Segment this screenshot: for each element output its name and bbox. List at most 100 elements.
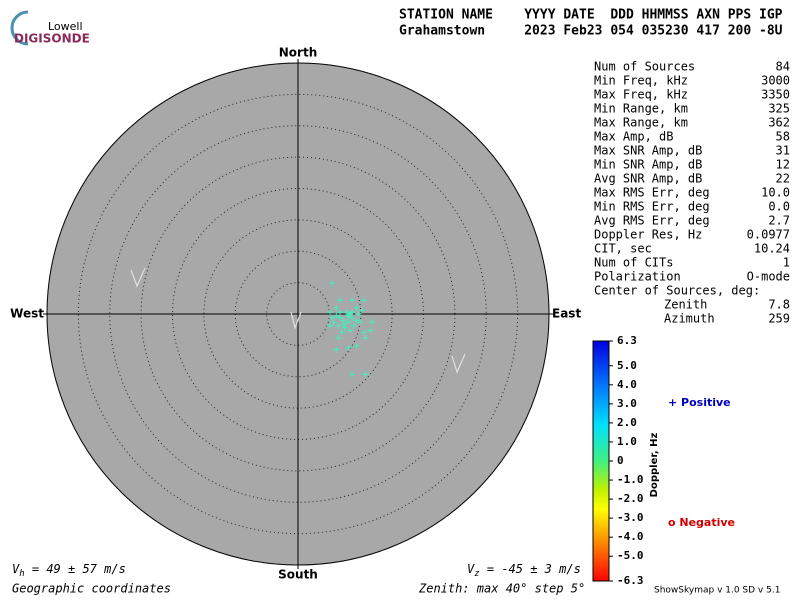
source-point [367,327,374,334]
center-value: 7.8 [768,298,790,312]
stat-label: Max RMS Err, deg [594,186,710,200]
colorbar-tick-label: 3.0 [617,397,637,410]
source-point [333,312,340,319]
vh-label: Vh = 49 ± 57 m/s [12,562,126,579]
stat-label: CIT, sec [594,242,652,256]
source-point [362,334,369,341]
logo-arc [10,10,29,46]
colorbar-tick-label: -6.3 [617,574,644,587]
source-point [348,297,355,304]
stat-value: 0.0977 [747,228,790,242]
stat-label: Max Freq, kHz [594,88,688,102]
v-marker [130,267,146,288]
colorbar-tick-label: 6.3 [617,334,637,347]
direction-label: West [10,307,44,321]
stat-label: Doppler Res, Hz [594,228,702,242]
stat-value: 1 [783,256,790,270]
vz-label: Vz = -45 ± 3 m/s [467,562,581,579]
source-point [345,319,352,326]
source-point [357,319,364,326]
source-point [360,297,367,304]
stat-value: 84 [776,60,790,74]
source-point [359,307,366,314]
source-point [362,371,369,378]
stat-value: 10.0 [761,186,790,200]
source-point [350,322,357,329]
stat-label: Polarization [594,270,681,284]
stat-label: Min RMS Err, deg [594,200,710,214]
colorbar-tick-label: 4.0 [617,378,637,391]
logo-bottom: DIGISONDE [14,32,90,46]
stat-label: Min SNR Amp, dB [594,158,702,172]
version-label: ShowSkymap v 1.0 SD v 5.1 [654,586,780,596]
v-marker [451,353,466,374]
logo-top: Lowell [48,20,83,33]
legend-negative: o Negative [668,516,735,529]
source-point [333,346,340,353]
source-point [343,309,350,316]
direction-label: North [279,46,317,60]
source-point [348,371,355,378]
source-point [337,314,344,321]
header-line: Grahamstown 2023 Feb23 054 035230 417 20… [399,24,783,39]
colorbar-tick-label: 1.0 [617,435,637,448]
stat-value: 2.7 [768,214,790,228]
source-point [327,322,334,329]
stat-value: 31 [776,144,790,158]
source-point [328,280,335,287]
direction-label: South [278,568,318,582]
colorbar-tick-label: -5.0 [617,549,644,562]
stat-value: 3350 [761,88,790,102]
source-point [360,329,367,336]
colorbar-tick-label: -1.0 [617,473,644,486]
stat-label: Max SNR Amp, dB [594,144,702,158]
legend-positive: + Positive [668,396,731,409]
colorbar-tick-label: 0 [617,454,624,467]
stat-label: Max Amp, dB [594,130,673,144]
stat-label: Min Freq, kHz [594,74,688,88]
source-point [328,314,335,321]
source-point [353,343,360,350]
source-point [353,317,360,324]
source-point [337,309,344,316]
stat-label: Min Range, km [594,102,688,116]
stat-label: Avg SNR Amp, dB [594,172,702,186]
stat-label: Avg RMS Err, deg [594,214,710,228]
stat-value: 3000 [761,74,790,88]
colorbar-label: Doppler, Hz [649,433,660,498]
stat-value: O-mode [747,270,790,284]
v-marker [290,311,302,331]
source-point [337,297,344,304]
center-value: 259 [768,312,790,326]
source-point [330,319,337,326]
stat-label: Max Range, km [594,116,688,130]
stat-value: 58 [776,130,790,144]
source-point [348,314,355,321]
stat-label: Num of Sources [594,60,695,74]
colorbar-tick-label: -4.0 [617,530,644,543]
skymap-plot [43,59,553,569]
source-point [340,321,347,328]
source-point [342,324,349,331]
source-point [353,304,360,311]
stat-value: 325 [768,102,790,116]
colorbar-tick-label: -2.0 [617,492,644,505]
center-label: Zenith [664,298,707,312]
markers [130,267,466,374]
source-point [335,322,342,329]
source-point [338,329,345,336]
header-line: STATION NAME YYYY DATE DDD HHMMSS AXN PP… [399,8,783,23]
colorbar-tick-label: 5.0 [617,359,637,372]
source-point [347,327,354,334]
colorbar [592,340,610,582]
source-point [347,311,354,317]
center-label: Azimuth [664,312,715,326]
source-point [369,319,376,326]
colorbar-tick-label: -3.0 [617,511,644,524]
stat-value: 10.24 [754,242,790,256]
center-title: Center of Sources, deg: [594,284,760,298]
stat-value: 12 [776,158,790,172]
stat-value: 22 [776,172,790,186]
stat-value: 362 [768,116,790,130]
